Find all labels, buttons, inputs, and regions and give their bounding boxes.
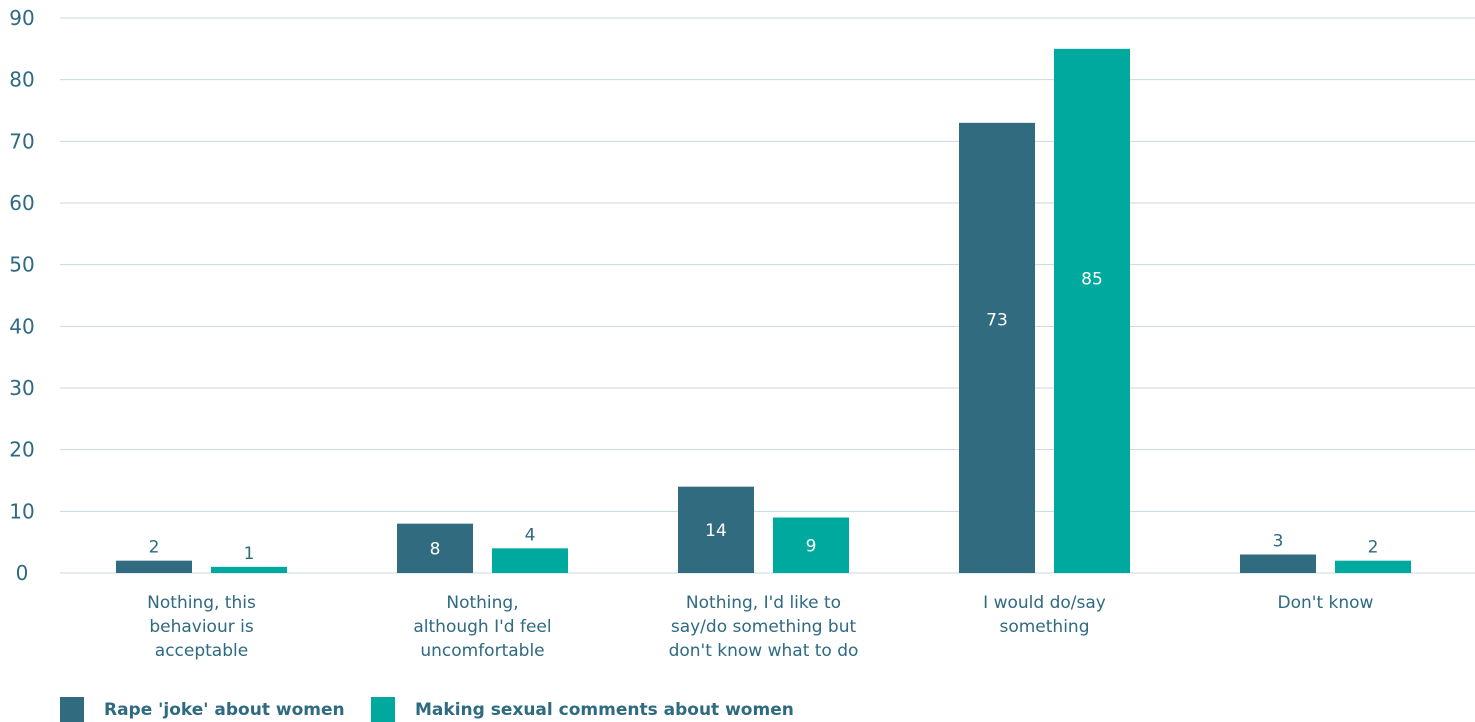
x-category-label-line: say/do something but xyxy=(671,617,857,637)
x-category-label: Nothing, although I'd feel uncomfortable xyxy=(413,593,551,661)
x-category-label-line: something xyxy=(999,617,1089,637)
bar xyxy=(1054,48,1130,574)
legend-label: Making sexual comments about women xyxy=(415,700,794,720)
data-label: 8 xyxy=(430,539,441,559)
y-tick-label: 70 xyxy=(9,129,34,153)
x-category-label-line: uncomfortable xyxy=(420,641,544,661)
data-label: 9 xyxy=(806,536,817,556)
x-category-label: Nothing, I'd like to say/do something but… xyxy=(669,593,859,661)
bar xyxy=(678,486,754,573)
x-axis-labels: Nothing, this behaviour is acceptableNothi… xyxy=(147,593,1373,661)
bar xyxy=(773,517,849,573)
bar xyxy=(397,523,473,573)
y-tick-label: 90 xyxy=(9,6,34,30)
y-tick-label: 20 xyxy=(9,438,34,462)
y-tick-label: 10 xyxy=(9,499,34,523)
bar xyxy=(959,122,1035,573)
legend-swatch xyxy=(60,697,84,722)
bar xyxy=(1240,554,1316,573)
x-category-label: Don't know xyxy=(1278,593,1374,613)
x-category-label-line: Nothing, this xyxy=(147,593,256,613)
data-label: 1 xyxy=(244,544,255,564)
x-category-label: I would do/say something xyxy=(983,593,1106,637)
y-tick-label: 40 xyxy=(9,314,34,338)
x-category-label-line: Nothing, I'd like to xyxy=(686,593,841,613)
bars xyxy=(116,48,1411,574)
data-label: 73 xyxy=(986,310,1008,330)
x-category-label-line: don't know what to do xyxy=(669,641,859,661)
data-label: 2 xyxy=(1368,538,1379,558)
x-category-label-line: behaviour is xyxy=(149,617,254,637)
data-label: 85 xyxy=(1081,270,1103,290)
legend-swatch xyxy=(371,697,395,722)
x-category-label-line: Don't know xyxy=(1278,593,1374,613)
y-tick-label: 50 xyxy=(9,253,34,277)
bar xyxy=(211,566,287,573)
legend-label: Rape 'joke' about women xyxy=(104,700,345,720)
y-tick-label: 80 xyxy=(9,68,34,92)
bar xyxy=(116,560,192,573)
x-category-label-line: Nothing, xyxy=(446,593,518,613)
data-label: 4 xyxy=(525,525,536,545)
gridlines xyxy=(60,17,1475,574)
y-tick-label: 0 xyxy=(16,561,29,585)
y-axis-ticks: 0 10 20 30 40 50 60 70 80 90 xyxy=(9,6,34,585)
data-label: 2 xyxy=(149,538,160,558)
legend: Rape 'joke' about women Making sexual com… xyxy=(60,697,794,722)
x-category-label-line: I would do/say xyxy=(983,593,1106,613)
y-tick-label: 60 xyxy=(9,191,34,215)
bar xyxy=(492,548,568,573)
data-label: 3 xyxy=(1273,532,1284,552)
x-category-label-line: acceptable xyxy=(155,641,248,661)
bar xyxy=(1335,560,1411,573)
x-category-label: Nothing, this behaviour is acceptable xyxy=(147,593,256,661)
y-tick-label: 30 xyxy=(9,376,34,400)
x-category-label-line: although I'd feel xyxy=(413,617,551,637)
data-label: 14 xyxy=(705,521,727,541)
